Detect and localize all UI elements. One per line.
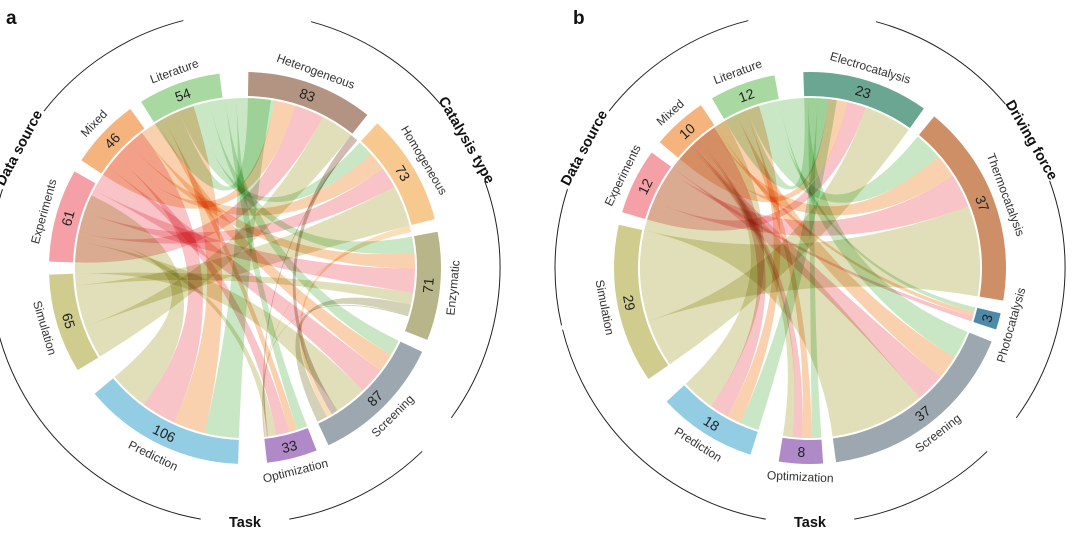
arc-experiments: [622, 152, 672, 219]
group-bracket-line: [43, 20, 184, 112]
arc-value-simulation: 65: [59, 311, 79, 331]
arc-label-enzymatic: Enzymatic: [443, 260, 462, 316]
group-bracket-line: [554, 189, 568, 326]
ribbon-simulation-to-prediction: [685, 120, 765, 407]
ribbons: [75, 97, 415, 438]
ribbon-mixed-to-heterogeneous: [102, 100, 296, 209]
arc-value-prediction: 18: [701, 413, 723, 435]
arc-value-thermocatalysis: 37: [972, 193, 993, 213]
ribbon-mixed-to-prediction: [727, 105, 781, 424]
group-bracket-line: [854, 451, 988, 520]
arc-value-simulation: 29: [620, 294, 639, 313]
arc-homogeneous: [361, 123, 435, 226]
ribbon-enzymatic-to-screening: [295, 297, 412, 422]
group-label-data-source: Data source: [558, 108, 611, 189]
ribbon-simulation-to-thermocatalysis: [640, 206, 981, 322]
ribbon-experiments-to-optimization: [108, 156, 290, 436]
arc-value-experiments: 61: [58, 208, 78, 228]
group-bracket-line: [0, 189, 3, 200]
ribbon-simulation-to-enzymatic: [75, 272, 414, 305]
ribbon-simulation-to-homogeneous: [75, 186, 410, 327]
arc-thermocatalysis: [918, 116, 1006, 301]
group-label-driving-force: Driving force: [1002, 98, 1061, 183]
ribbon-mixed-to-thermocatalysis: [692, 129, 953, 216]
arc-optimization: [778, 437, 824, 464]
arc-value-literature: 12: [736, 85, 756, 105]
arc-optimization: [264, 428, 317, 463]
ribbon-literature-to-screening: [779, 98, 968, 358]
arc-experiments: [49, 171, 96, 263]
panel-letter: b: [573, 8, 585, 29]
arc-mixed: [81, 109, 145, 174]
group-bracket-line: [289, 451, 423, 520]
arc-electrocatalysis: [803, 72, 924, 129]
ribbon-mixed-to-optimization: [736, 110, 812, 438]
ribbon-mixed-to-prediction: [163, 106, 223, 434]
arc-value-enzymatic: 71: [419, 277, 436, 294]
arc-value-optimization: 33: [280, 437, 299, 456]
arc-heterogeneous: [247, 72, 368, 134]
arc-value-experiments: 12: [634, 176, 655, 197]
ribbon-literature-to-optimization: [225, 98, 308, 430]
group-label-task: Task: [794, 515, 827, 531]
group-bracket-line: [310, 21, 441, 105]
ribbon-experiments-to-enzymatic: [84, 190, 415, 293]
group-label-catalysis-type: Catalysis type: [435, 94, 498, 186]
group-bracket-line: [875, 21, 1006, 105]
arc-screening: [832, 332, 992, 463]
arc-literature: [141, 73, 223, 123]
group-bracket-line: [562, 329, 766, 520]
ribbon-literature-to-screening: [209, 99, 399, 355]
group-label-data-source: Data source: [0, 108, 46, 189]
ribbons: [640, 98, 981, 438]
group-label-task: Task: [229, 515, 262, 531]
group-bracket-line: [0, 336, 201, 520]
arc-value-electrocatalysis: 23: [853, 82, 873, 102]
arc-prediction: [94, 378, 239, 464]
arc-simulation: [613, 224, 669, 379]
panel-letter: a: [6, 8, 17, 29]
ribbon-literature-to-thermocatalysis: [746, 101, 939, 203]
arc-label-simulation: Simulation: [593, 279, 617, 337]
ribbon-simulation-to-prediction: [78, 195, 185, 405]
group-bracket-line: [1015, 180, 1066, 419]
arc-label-optimization: Optimization: [767, 468, 834, 485]
ribbon-mixed-to-optimization: [156, 118, 297, 433]
arc-value-optimization: 8: [797, 444, 806, 460]
arc-value-literature: 54: [173, 85, 193, 105]
ribbon-mixed-to-screening: [141, 122, 392, 371]
arc-prediction: [666, 385, 758, 455]
ribbon-mixed-to-screening: [715, 114, 955, 378]
arc-mixed: [659, 105, 715, 158]
arc-value-heterogeneous: 83: [297, 85, 317, 105]
arc-enzymatic: [405, 231, 441, 340]
ribbon-experiments-to-prediction: [116, 132, 203, 423]
arc-value-homogeneous: 73: [392, 162, 414, 184]
ribbon-simulation-to-screening: [644, 147, 920, 437]
arc-simulation: [49, 273, 99, 371]
arc-screening: [318, 341, 423, 446]
group-bracket-line: [608, 20, 749, 112]
arc-photocatalysis: [973, 307, 1001, 330]
group-bracket-line: [450, 180, 501, 419]
ribbon-simulation-to-screening: [75, 241, 363, 411]
arc-literature: [712, 75, 779, 120]
